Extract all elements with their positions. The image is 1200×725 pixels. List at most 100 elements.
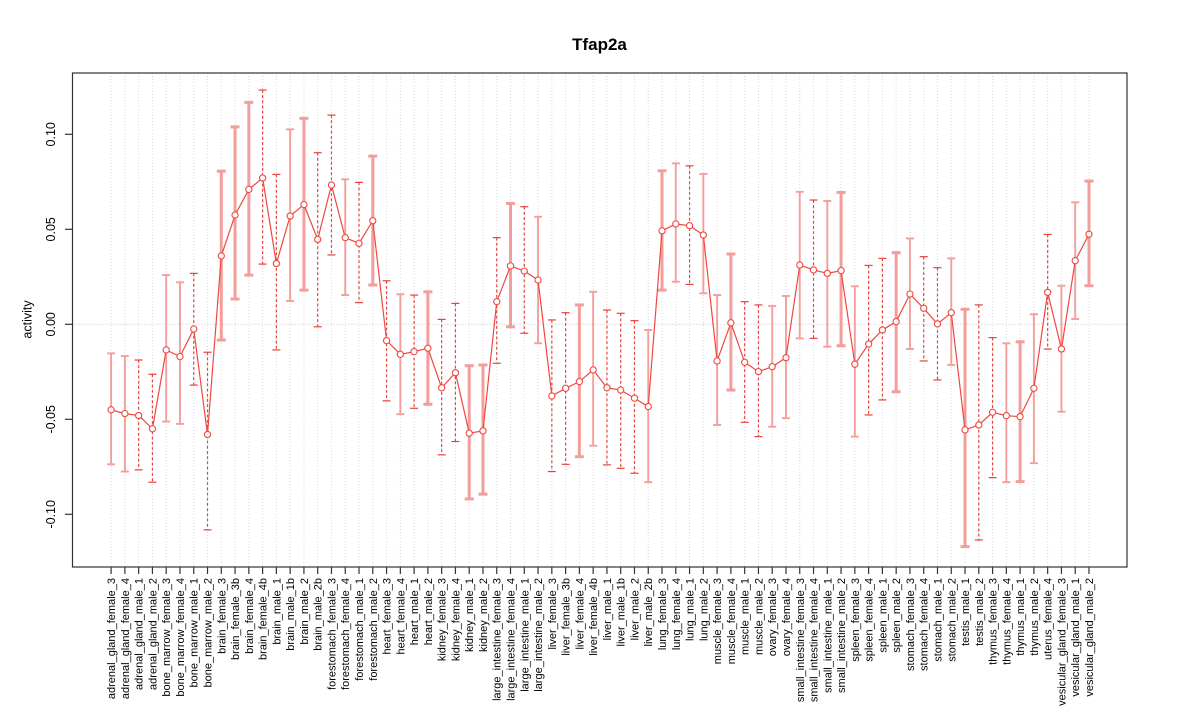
- data-point: [630, 394, 639, 402]
- data-point: [920, 304, 928, 312]
- data-point: [741, 358, 749, 366]
- y-tick-label: 0.05: [44, 217, 58, 241]
- x-tick-label: brain_male_2: [299, 578, 311, 645]
- x-tick-label: stomach_male_2: [946, 578, 958, 662]
- data-point: [561, 384, 570, 392]
- x-tick-label: muscle_male_1: [740, 578, 752, 655]
- x-tick-label: stomach_male_1: [932, 578, 944, 662]
- chart-title: Tfap2a: [572, 35, 627, 54]
- x-tick-label: testis_male_2: [974, 578, 986, 646]
- data-point: [382, 336, 391, 345]
- y-tick-label: 0.10: [44, 122, 58, 146]
- x-tick-label: adrenal_gland_male_2: [147, 578, 159, 690]
- data-point: [479, 427, 487, 435]
- x-tick-label: brain_male_1: [271, 578, 283, 645]
- data-point: [864, 340, 873, 348]
- data-point: [355, 239, 363, 248]
- x-tick-label: lung_female_3: [657, 578, 669, 650]
- x-tick-label: vesicular_gland_female_3: [1056, 578, 1068, 706]
- x-tick-label: uterus_female_4: [1043, 578, 1055, 660]
- data-point: [286, 212, 294, 220]
- x-tick-label: small_intestine_male_1: [822, 578, 834, 693]
- data-point: [851, 360, 859, 368]
- x-tick-label: forestomach_male_1: [354, 578, 366, 681]
- data-point: [300, 200, 308, 209]
- data-point: [176, 352, 184, 361]
- data-point: [258, 174, 267, 182]
- x-tick-label: brain_female_4b: [258, 578, 270, 660]
- x-tick-label: forestomach_female_4: [340, 578, 352, 690]
- data-point: [713, 357, 721, 365]
- x-tick-label: liver_male_2: [629, 578, 641, 640]
- x-tick-label: heart_male_1: [409, 578, 421, 645]
- data-point: [369, 217, 377, 225]
- x-tick-label: bone_marrow_female_4: [175, 578, 187, 697]
- x-tick-label: lung_male_2: [698, 578, 710, 641]
- data-point: [1057, 345, 1066, 353]
- data-point: [617, 386, 625, 394]
- data-point: [933, 320, 942, 328]
- data-point: [575, 378, 584, 386]
- data-point: [644, 402, 652, 411]
- x-tick-label: thymus_male_2: [1029, 578, 1041, 656]
- x-tick-label: liver_female_3b: [561, 578, 573, 656]
- x-tick-label: testis_male_1: [960, 578, 972, 646]
- data-point: [162, 346, 170, 354]
- x-tick-label: brain_male_1b: [285, 578, 297, 651]
- x-tick-label: kidney_female_3: [437, 578, 449, 661]
- x-tick-label: bone_marrow_male_1: [189, 578, 201, 687]
- x-tick-label: bone_marrow_female_3: [161, 578, 173, 697]
- data-point: [134, 411, 143, 420]
- data-point: [754, 367, 763, 376]
- data-point: [548, 392, 556, 400]
- x-tick-label: spleen_male_1: [877, 578, 889, 653]
- x-tick-label: vesicular_gland_male_1: [1070, 578, 1082, 697]
- x-tick-label: liver_male_2b: [643, 578, 655, 646]
- data-point: [217, 252, 225, 260]
- x-tick-label: brain_female_3b: [230, 578, 242, 660]
- x-tick-label: vesicular_gland_male_2: [1084, 578, 1096, 697]
- data-point: [493, 298, 501, 306]
- data-point: [727, 319, 735, 327]
- data-point: [878, 326, 887, 334]
- y-tick-label: -0.05: [44, 405, 58, 434]
- data-point: [892, 317, 900, 326]
- x-tick-label: forestomach_male_2: [368, 578, 380, 681]
- x-tick-label: adrenal_gland_male_1: [134, 578, 146, 690]
- data-point: [314, 235, 322, 244]
- data-point: [658, 227, 666, 235]
- x-tick-label: large_intestine_male_2: [533, 578, 545, 692]
- x-tick-label: spleen_male_2: [891, 578, 903, 653]
- data-point: [272, 259, 281, 268]
- data-point: [520, 267, 528, 275]
- data-point: [823, 269, 831, 278]
- x-tick-label: brain_male_2b: [313, 578, 325, 651]
- x-tick-label: spleen_female_3: [850, 578, 862, 662]
- y-axis-label: activity: [20, 300, 35, 339]
- x-tick-label: brain_female_4: [244, 578, 256, 654]
- x-tick-label: thymus_female_4: [1001, 578, 1013, 665]
- data-point: [245, 185, 253, 194]
- data-point: [699, 231, 707, 239]
- data-point: [1085, 230, 1093, 238]
- data-point: [782, 354, 790, 362]
- data-point: [961, 426, 969, 434]
- data-point: [1071, 256, 1079, 265]
- data-point: [438, 384, 446, 392]
- data-point: [1016, 412, 1024, 421]
- data-point: [121, 409, 129, 418]
- plot-frame: [71, 72, 1128, 568]
- x-tick-label: large_intestine_male_1: [519, 578, 531, 692]
- data-point: [975, 421, 983, 429]
- x-tick-label: stomach_female_4: [919, 578, 931, 671]
- data-point: [327, 181, 336, 189]
- x-tick-label: small_intestine_female_4: [809, 578, 821, 702]
- data-point: [534, 276, 542, 284]
- x-tick-label: brain_female_3: [216, 578, 228, 654]
- data-point: [424, 344, 432, 352]
- data-point: [672, 220, 680, 228]
- data-point: [203, 430, 212, 439]
- x-tick-label: adrenal_gland_female_3: [106, 578, 118, 699]
- x-tick-label: muscle_female_3: [712, 578, 724, 664]
- x-tick-label: kidney_male_2: [478, 578, 490, 652]
